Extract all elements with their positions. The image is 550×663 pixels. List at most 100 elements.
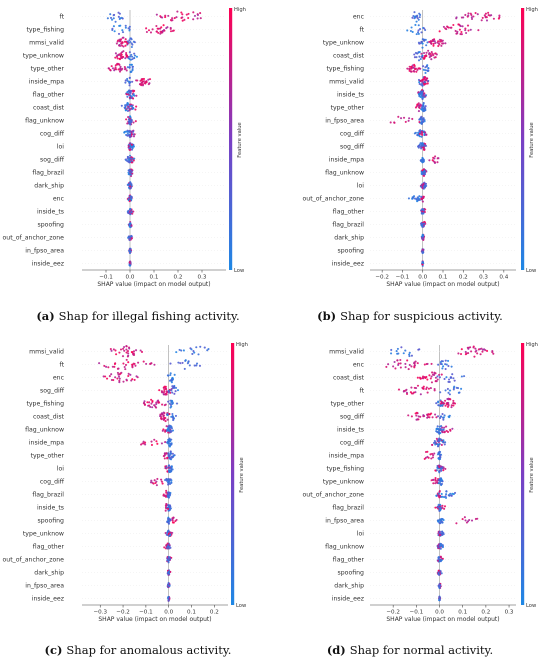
shap-point: [170, 389, 173, 392]
shap-point: [417, 93, 420, 96]
shap-point: [425, 388, 428, 391]
shap-point: [465, 352, 468, 355]
feature-label: out_of_anchor_zone: [302, 492, 364, 499]
shap-point: [163, 404, 166, 407]
shap-point: [418, 121, 421, 124]
shap-point: [444, 467, 447, 470]
shap-point: [497, 17, 500, 20]
shap-point: [404, 349, 407, 352]
shap-point: [150, 398, 153, 401]
shap-point: [172, 516, 175, 519]
shap-point: [167, 491, 170, 494]
shap-point: [137, 361, 140, 364]
shap-point: [404, 362, 407, 365]
shap-point: [175, 351, 178, 354]
shap-point: [450, 406, 453, 409]
shap-point: [199, 345, 202, 348]
shap-point: [437, 157, 440, 160]
shap-point: [129, 173, 132, 176]
shap-point: [156, 442, 159, 445]
shap-point: [399, 358, 402, 362]
feature-label: in_fpso_area: [25, 248, 64, 255]
shap-point: [392, 365, 395, 368]
shap-point: [474, 11, 477, 15]
shap-point: [130, 148, 134, 151]
shap-point: [117, 375, 121, 378]
shap-point: [442, 418, 445, 421]
shap-point: [196, 17, 199, 20]
shap-point: [124, 38, 127, 41]
shap-point: [439, 404, 442, 407]
shap-point: [396, 359, 399, 362]
shap-point: [422, 82, 425, 85]
shap-point: [458, 391, 461, 394]
shap-point: [171, 452, 174, 455]
x-tick-label: 0.0: [164, 610, 173, 616]
shap-point: [130, 351, 134, 354]
shap-point: [436, 375, 439, 378]
shap-point: [485, 19, 489, 22]
shap-point: [132, 362, 135, 365]
shap-point: [480, 19, 483, 22]
feature-label: dark_ship: [34, 183, 64, 190]
shap-point: [188, 364, 191, 367]
shap-point: [129, 70, 132, 73]
shap-point: [165, 425, 168, 428]
shap-point: [133, 56, 136, 60]
shap-point: [116, 377, 119, 380]
shap-point: [460, 16, 463, 19]
colorbar-high-label: High: [526, 342, 538, 348]
shap-point: [125, 118, 128, 121]
shap-point: [154, 481, 157, 485]
shap-point: [128, 210, 131, 213]
shap-point: [467, 347, 470, 350]
panel-caption: (b) Shap for suspicious activity.: [317, 309, 503, 323]
shap-point: [425, 51, 428, 54]
shap-point: [421, 142, 424, 145]
shap-point: [161, 30, 164, 33]
shap-point: [423, 76, 426, 79]
shap-point: [447, 404, 450, 407]
shap-point: [477, 29, 480, 32]
feature-label: enc: [353, 362, 365, 369]
shap-point: [167, 452, 170, 455]
shap-point: [441, 530, 444, 533]
shap-point: [122, 50, 125, 53]
shap-point: [129, 121, 132, 124]
shap-point: [183, 367, 186, 370]
feature-label: enc: [53, 196, 65, 203]
shap-point: [451, 427, 454, 430]
shap-point: [446, 25, 449, 29]
shap-point: [470, 519, 474, 522]
shap-point: [166, 542, 169, 545]
shap-point: [128, 63, 132, 66]
shap-point: [125, 378, 128, 381]
shap-point: [484, 12, 487, 15]
shap-point: [174, 414, 178, 417]
feature-label: flag_other: [33, 92, 65, 99]
shap-point: [423, 415, 426, 418]
shap-point: [426, 82, 429, 85]
shap-point: [441, 546, 444, 549]
shap-point: [117, 367, 120, 370]
shap-point: [415, 418, 418, 421]
shap-point: [129, 37, 133, 40]
shap-point: [399, 117, 403, 120]
shap-point: [430, 51, 433, 54]
shap-point: [389, 121, 392, 124]
shap-point: [144, 441, 147, 444]
shap-point: [161, 482, 164, 485]
shap-point: [413, 197, 417, 200]
shap-point: [125, 348, 128, 351]
shap-point: [153, 479, 156, 482]
shap-point: [454, 29, 457, 33]
shap-point: [438, 437, 441, 440]
shap-point: [412, 195, 416, 198]
shap-point: [143, 403, 146, 406]
shap-point: [149, 31, 153, 34]
shap-point: [116, 371, 119, 374]
shap-point: [127, 93, 130, 96]
shap-point: [408, 355, 411, 358]
shap-point: [483, 348, 486, 351]
shap-point: [441, 544, 444, 547]
